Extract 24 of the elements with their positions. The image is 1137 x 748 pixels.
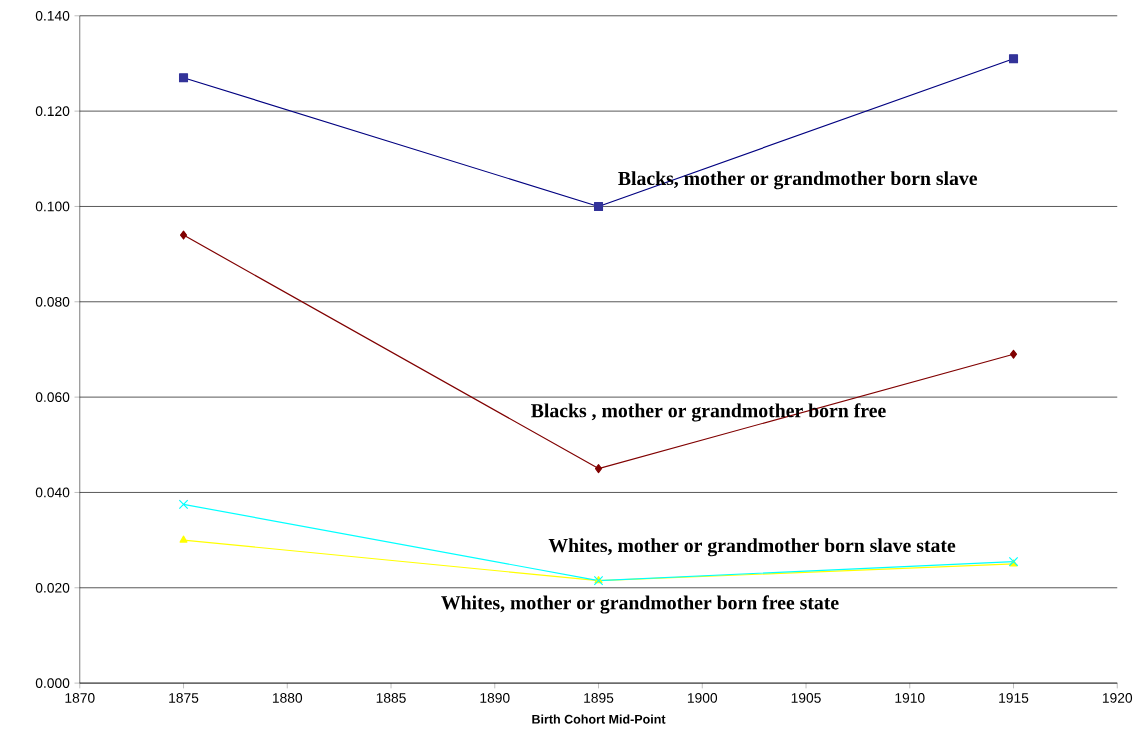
- x-tick-label: 1900: [687, 692, 718, 703]
- x-tick-label: 1910: [895, 692, 925, 703]
- y-tick-label: 0.060: [35, 392, 70, 402]
- series-label: Blacks, mother or grandmother born slave: [618, 171, 978, 190]
- x-tick-label: 1920: [1102, 692, 1133, 703]
- y-tick-label: 0.080: [35, 296, 70, 307]
- y-tick-label: 0.040: [35, 487, 70, 498]
- y-tick-label: 0.020: [35, 582, 70, 593]
- y-tick-label: 0.120: [35, 106, 70, 116]
- y-tick-label: 0.140: [35, 10, 70, 21]
- series-label: Whites, mother or grandmother born slave state: [548, 538, 956, 557]
- x-tick-label: 1890: [480, 692, 510, 703]
- y-tick-label: 0.100: [35, 201, 70, 212]
- y-tick-label: 0.000: [35, 678, 70, 688]
- x-tick-label: 1880: [272, 692, 303, 703]
- series-label: Blacks , mother or grandmother born free: [531, 403, 886, 422]
- x-tick-label: 1870: [65, 692, 95, 703]
- x-tick-label: 1895: [584, 692, 614, 703]
- x-tick-label: 1885: [376, 692, 406, 703]
- x-tick-label: 1875: [169, 692, 199, 703]
- series-label: Whites, mother or grandmother born free state: [441, 595, 839, 614]
- x-tick-label: 1905: [791, 692, 821, 703]
- x-tick-label: 1915: [999, 692, 1029, 703]
- x-axis-title: Birth Cohort Mid-Point: [532, 714, 666, 724]
